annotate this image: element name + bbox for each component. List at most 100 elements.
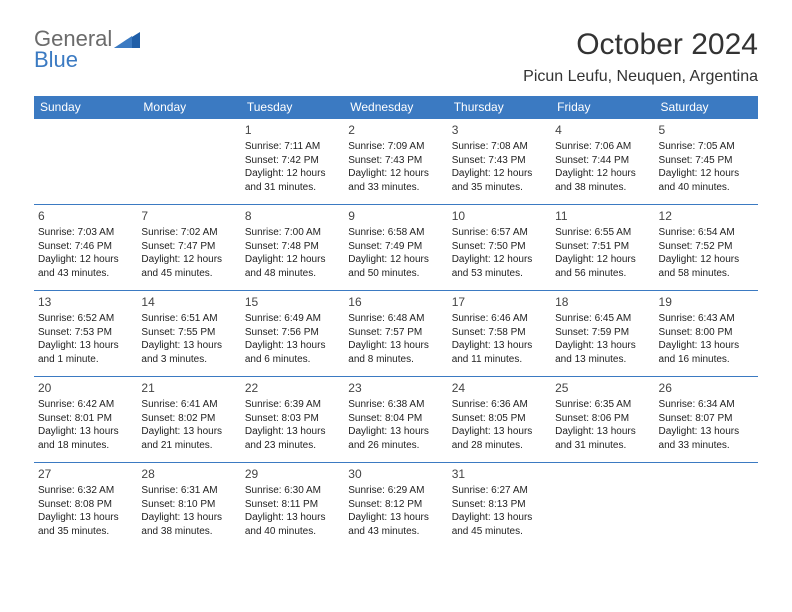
daylight-line: Daylight: 13 hours and 1 minute. <box>38 339 133 366</box>
sunset-line: Sunset: 7:43 PM <box>452 154 547 168</box>
sunset-line: Sunset: 7:52 PM <box>659 240 754 254</box>
day-number: 5 <box>659 122 754 138</box>
daylight-line: Daylight: 13 hours and 13 minutes. <box>555 339 650 366</box>
day-number: 12 <box>659 208 754 224</box>
day-number: 8 <box>245 208 340 224</box>
day-header: Wednesday <box>344 96 447 119</box>
day-number: 25 <box>555 380 650 396</box>
sunrise-line: Sunrise: 6:54 AM <box>659 226 754 240</box>
daylight-line: Daylight: 12 hours and 43 minutes. <box>38 253 133 280</box>
header: General Blue October 2024 Picun Leufu, N… <box>34 28 758 86</box>
calendar-week: 1Sunrise: 7:11 AMSunset: 7:42 PMDaylight… <box>34 119 758 205</box>
day-number: 27 <box>38 466 133 482</box>
daylight-line: Daylight: 13 hours and 3 minutes. <box>141 339 236 366</box>
day-number: 30 <box>348 466 443 482</box>
calendar-day: 20Sunrise: 6:42 AMSunset: 8:01 PMDayligh… <box>34 377 137 463</box>
day-number: 26 <box>659 380 754 396</box>
sunset-line: Sunset: 7:57 PM <box>348 326 443 340</box>
sunrise-line: Sunrise: 6:31 AM <box>141 484 236 498</box>
calendar-day: 18Sunrise: 6:45 AMSunset: 7:59 PMDayligh… <box>551 291 654 377</box>
calendar-day: 2Sunrise: 7:09 AMSunset: 7:43 PMDaylight… <box>344 119 447 205</box>
day-number: 4 <box>555 122 650 138</box>
calendar-day <box>551 463 654 549</box>
sunrise-line: Sunrise: 6:41 AM <box>141 398 236 412</box>
sunset-line: Sunset: 8:05 PM <box>452 412 547 426</box>
calendar-day: 21Sunrise: 6:41 AMSunset: 8:02 PMDayligh… <box>137 377 240 463</box>
month-title: October 2024 <box>523 28 758 62</box>
day-number: 6 <box>38 208 133 224</box>
sunset-line: Sunset: 7:55 PM <box>141 326 236 340</box>
calendar-day: 19Sunrise: 6:43 AMSunset: 8:00 PMDayligh… <box>655 291 758 377</box>
sunset-line: Sunset: 8:04 PM <box>348 412 443 426</box>
calendar-day: 14 Sunrise: 6:51 AMSunset: 7:55 PMDayligh… <box>137 291 240 377</box>
daylight-line: Daylight: 13 hours and 45 minutes. <box>452 511 547 538</box>
sunrise-line: Sunrise: 6:57 AM <box>452 226 547 240</box>
day-number: 14 <box>141 294 236 310</box>
sunset-line: Sunset: 7:50 PM <box>452 240 547 254</box>
daylight-line: Daylight: 12 hours and 53 minutes. <box>452 253 547 280</box>
day-header: Tuesday <box>241 96 344 119</box>
daylight-line: Daylight: 13 hours and 26 minutes. <box>348 425 443 452</box>
sunset-line: Sunset: 7:58 PM <box>452 326 547 340</box>
sunset-line: Sunset: 8:03 PM <box>245 412 340 426</box>
location: Picun Leufu, Neuquen, Argentina <box>523 68 758 86</box>
calendar-day: 31Sunrise: 6:27 AMSunset: 8:13 PMDayligh… <box>448 463 551 549</box>
day-number: 22 <box>245 380 340 396</box>
day-number: 23 <box>348 380 443 396</box>
day-number: 28 <box>141 466 236 482</box>
logo-line2: Blue <box>34 49 112 71</box>
sunset-line: Sunset: 7:45 PM <box>659 154 754 168</box>
daylight-line: Daylight: 13 hours and 23 minutes. <box>245 425 340 452</box>
daylight-line: Daylight: 13 hours and 16 minutes. <box>659 339 754 366</box>
daylight-line: Daylight: 12 hours and 58 minutes. <box>659 253 754 280</box>
sunrise-line: Sunrise: 6:43 AM <box>659 312 754 326</box>
sunrise-line: Sunrise: 7:06 AM <box>555 140 650 154</box>
sunrise-line: Sunrise: 7:00 AM <box>245 226 340 240</box>
calendar-day <box>34 119 137 205</box>
calendar-day <box>137 119 240 205</box>
logo-triangle-icon <box>114 30 140 50</box>
day-number: 24 <box>452 380 547 396</box>
sunset-line: Sunset: 8:08 PM <box>38 498 133 512</box>
daylight-line: Daylight: 13 hours and 18 minutes. <box>38 425 133 452</box>
sunset-line: Sunset: 7:53 PM <box>38 326 133 340</box>
sunrise-line: Sunrise: 6:46 AM <box>452 312 547 326</box>
sunrise-line: Sunrise: 6:58 AM <box>348 226 443 240</box>
sunset-line: Sunset: 8:12 PM <box>348 498 443 512</box>
day-number: 29 <box>245 466 340 482</box>
calendar-week: 6Sunrise: 7:03 AMSunset: 7:46 PMDaylight… <box>34 205 758 291</box>
calendar-day: 24Sunrise: 6:36 AMSunset: 8:05 PMDayligh… <box>448 377 551 463</box>
sunset-line: Sunset: 7:59 PM <box>555 326 650 340</box>
daylight-line: Daylight: 13 hours and 43 minutes. <box>348 511 443 538</box>
day-number: 19 <box>659 294 754 310</box>
daylight-line: Daylight: 13 hours and 6 minutes. <box>245 339 340 366</box>
sunset-line: Sunset: 8:01 PM <box>38 412 133 426</box>
calendar-day: 25Sunrise: 6:35 AMSunset: 8:06 PMDayligh… <box>551 377 654 463</box>
daylight-line: Daylight: 13 hours and 31 minutes. <box>555 425 650 452</box>
calendar-day: 17Sunrise: 6:46 AMSunset: 7:58 PMDayligh… <box>448 291 551 377</box>
calendar-day: 22Sunrise: 6:39 AMSunset: 8:03 PMDayligh… <box>241 377 344 463</box>
daylight-line: Daylight: 12 hours and 31 minutes. <box>245 167 340 194</box>
sunrise-line: Sunrise: 6:27 AM <box>452 484 547 498</box>
sunrise-line: Sunrise: 7:08 AM <box>452 140 547 154</box>
daylight-line: Daylight: 13 hours and 8 minutes. <box>348 339 443 366</box>
calendar-table: SundayMondayTuesdayWednesdayThursdayFrid… <box>34 96 758 549</box>
day-number: 2 <box>348 122 443 138</box>
sunset-line: Sunset: 8:06 PM <box>555 412 650 426</box>
sunrise-line: Sunrise: 6:38 AM <box>348 398 443 412</box>
calendar-day: 3Sunrise: 7:08 AMSunset: 7:43 PMDaylight… <box>448 119 551 205</box>
daylight-line: Daylight: 13 hours and 21 minutes. <box>141 425 236 452</box>
sunrise-line: Sunrise: 6:51 AM <box>141 312 236 326</box>
daylight-line: Daylight: 12 hours and 38 minutes. <box>555 167 650 194</box>
calendar-day <box>655 463 758 549</box>
calendar-day: 1Sunrise: 7:11 AMSunset: 7:42 PMDaylight… <box>241 119 344 205</box>
calendar-week: 20Sunrise: 6:42 AMSunset: 8:01 PMDayligh… <box>34 377 758 463</box>
day-number: 16 <box>348 294 443 310</box>
sunrise-line: Sunrise: 6:42 AM <box>38 398 133 412</box>
daylight-line: Daylight: 13 hours and 28 minutes. <box>452 425 547 452</box>
sunset-line: Sunset: 7:48 PM <box>245 240 340 254</box>
day-header-row: SundayMondayTuesdayWednesdayThursdayFrid… <box>34 96 758 119</box>
day-header: Saturday <box>655 96 758 119</box>
calendar-day: 27Sunrise: 6:32 AMSunset: 8:08 PMDayligh… <box>34 463 137 549</box>
calendar-day: 11Sunrise: 6:55 AMSunset: 7:51 PMDayligh… <box>551 205 654 291</box>
